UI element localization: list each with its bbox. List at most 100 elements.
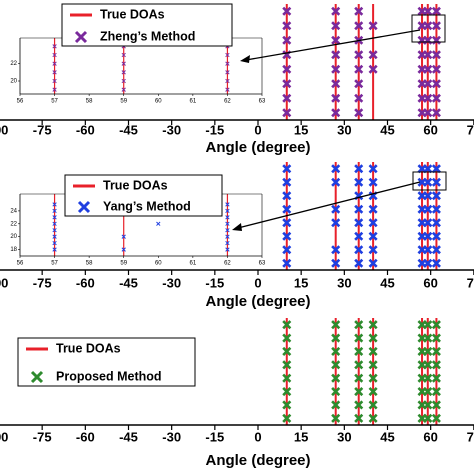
estimate-marker [225,228,230,233]
estimate-marker [368,164,378,174]
x-tick-label: -15 [205,275,224,290]
estimate-marker [431,413,441,423]
estimate-marker [431,177,441,187]
x-tick-label: 15 [294,429,308,444]
x-tick-label: 60 [423,122,437,137]
x-tick-label: 59 [120,261,127,267]
estimate-marker [354,6,364,16]
legend-marker [77,200,91,214]
legend-label: Zheng’s Method [100,29,195,43]
estimate-marker [423,218,433,228]
estimate-marker [431,320,441,330]
estimate-marker [331,333,341,343]
estimate-marker [282,64,292,74]
estimate-marker [423,346,433,356]
estimate-marker [354,333,364,343]
x-tick-label: 56 [17,99,24,105]
x-tick-label: -75 [33,429,52,444]
x-tick-label: 61 [190,261,197,267]
estimate-marker [282,164,292,174]
estimate-marker [368,204,378,214]
legend-box [61,3,233,47]
zoom-box [411,14,446,43]
estimate-marker [52,247,57,252]
estimate-marker [225,215,230,220]
estimate-marker [331,218,341,228]
estimate-marker [331,346,341,356]
estimate-marker [225,234,230,239]
estimate-marker [431,6,441,16]
estimate-marker [423,413,433,423]
estimate-marker [225,61,230,66]
estimate-marker [431,218,441,228]
estimate-marker [331,245,341,255]
estimate-marker [331,79,341,89]
estimate-marker [225,87,230,92]
estimate-marker [331,21,341,31]
estimate-marker [282,413,292,423]
x-tick-label: -75 [33,122,52,137]
estimate-marker [282,231,292,241]
estimate-marker [282,346,292,356]
estimate-marker [121,78,126,84]
estimate-marker [423,64,433,74]
estimate-marker [431,373,441,383]
estimate-marker [423,387,433,397]
estimate-marker [354,413,364,423]
estimate-marker [423,245,433,255]
arrow-head [232,223,242,231]
estimate-marker [354,50,364,60]
estimate-marker [52,221,57,226]
estimate-marker [52,52,57,58]
x-tick-label: 45 [380,122,394,137]
estimate-marker [282,320,292,330]
estimate-marker [331,320,341,330]
estimate-marker [282,333,292,343]
estimate-marker [368,64,378,74]
estimate-marker [431,108,441,118]
estimate-marker [368,177,378,187]
estimate-marker [52,44,57,49]
x-tick-label: -30 [162,275,181,290]
panel: -90-75-60-45-30-150153045607590Angle (de… [0,318,474,469]
estimate-marker [121,234,126,239]
x-tick-label: 15 [294,122,308,137]
estimate-marker [431,79,441,89]
estimate-marker [331,373,341,383]
estimate-marker [368,21,378,31]
estimate-marker [354,245,364,255]
x-tick-label: 0 [254,275,261,290]
estimate-marker [52,228,57,233]
arrow-head [240,55,250,63]
estimate-marker [423,373,433,383]
x-tick-label: -30 [162,429,181,444]
estimate-marker [282,191,292,201]
estimate-marker [368,360,378,370]
estimate-marker [368,320,378,330]
estimate-marker [354,79,364,89]
estimate-marker [423,79,433,89]
estimate-marker [52,78,57,84]
estimate-marker [423,400,433,410]
x-tick-label: -45 [119,275,138,290]
estimate-marker [423,360,433,370]
estimate-marker [282,258,292,268]
x-tick-label: 60 [155,99,162,105]
estimate-marker [354,93,364,103]
x-tick-label: 63 [259,261,266,267]
estimate-marker [368,387,378,397]
x-tick-label: 30 [337,275,351,290]
estimate-marker [354,64,364,74]
estimate-marker [225,221,230,226]
legend-marker [74,30,88,44]
legend-label: True DOAs [100,7,165,21]
estimate-marker [423,204,433,214]
estimate-marker [331,50,341,60]
y-tick-label: 18 [10,247,17,253]
estimate-marker [52,234,57,239]
legend-label: True DOAs [103,178,168,192]
estimate-marker [121,87,126,92]
estimate-marker [431,191,441,201]
estimate-marker [331,64,341,74]
x-tick-label: 57 [51,261,58,267]
